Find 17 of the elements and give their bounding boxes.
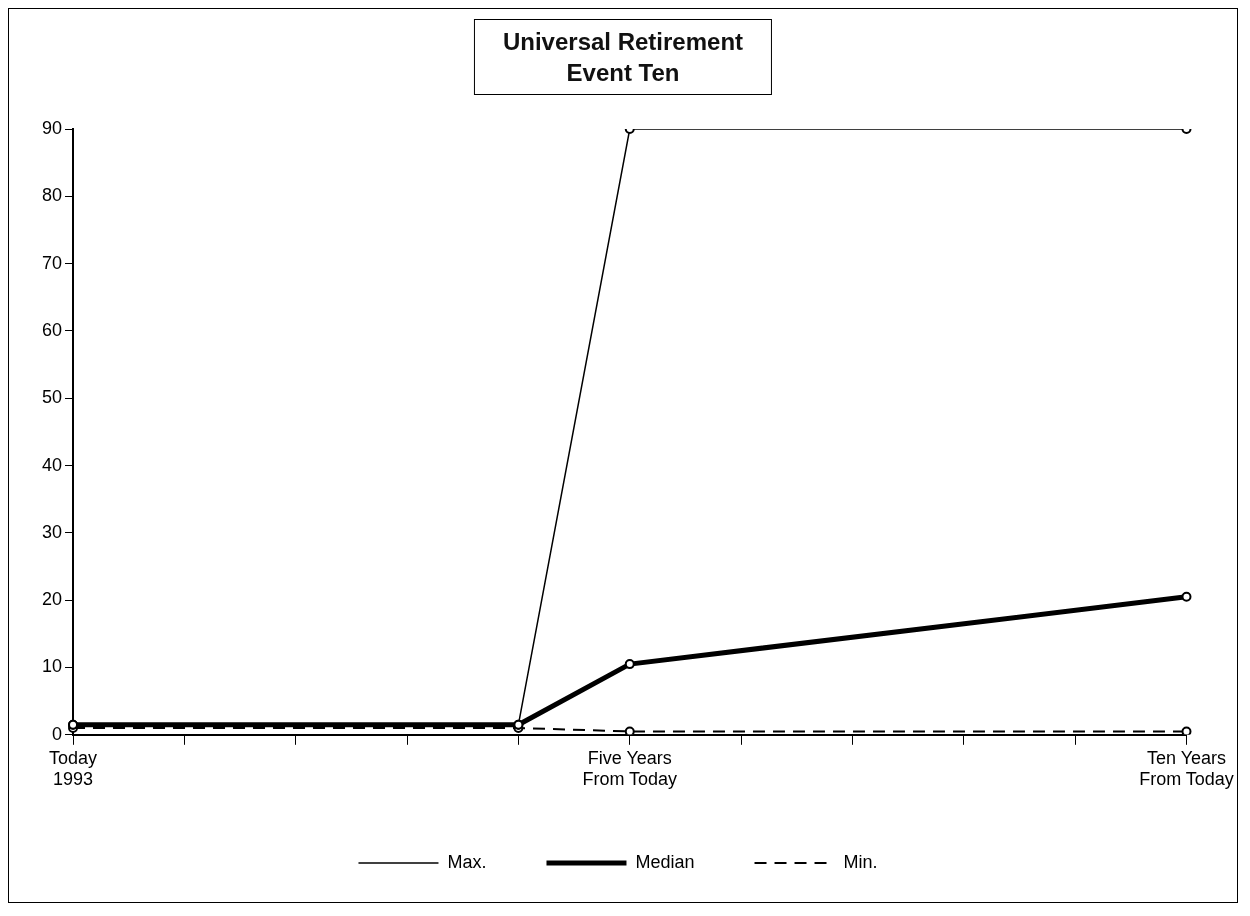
y-tick-label: 40 bbox=[41, 454, 63, 475]
legend-label: Median bbox=[635, 851, 695, 872]
y-tick-label: 90 bbox=[41, 117, 63, 138]
x-tick-label: Ten Years From Today bbox=[1139, 747, 1234, 790]
y-tick-label: 30 bbox=[41, 521, 63, 542]
y-tick-label: 70 bbox=[41, 252, 63, 273]
y-tick-label: 0 bbox=[52, 723, 63, 744]
y-tick-label: 20 bbox=[41, 589, 63, 610]
y-tick-label: 80 bbox=[41, 185, 63, 206]
legend-label: Max. bbox=[447, 851, 487, 872]
x-tick-label: Today 1993 bbox=[49, 747, 98, 790]
legend-label: Min. bbox=[843, 851, 878, 872]
x-tick-label: Five Years From Today bbox=[582, 747, 678, 790]
y-tick-label: 10 bbox=[41, 656, 63, 677]
y-tick-label: 50 bbox=[41, 387, 63, 408]
y-tick-label: 60 bbox=[41, 319, 63, 340]
chart-title: Universal Retirement Event Ten bbox=[473, 19, 773, 96]
